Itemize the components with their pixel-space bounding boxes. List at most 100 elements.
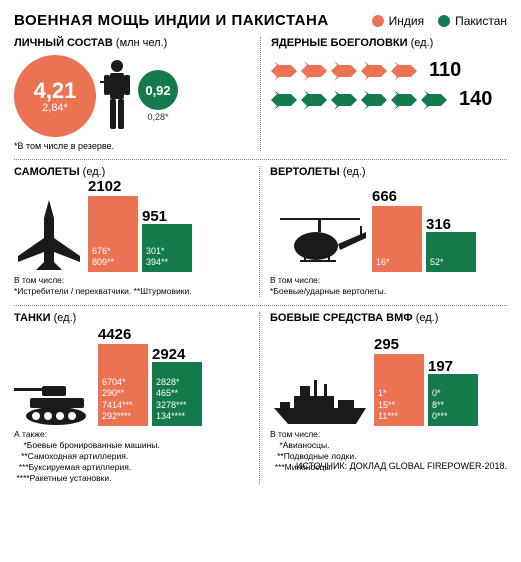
divider-2 [14,305,507,306]
pak-nuke-row: 140 [271,88,507,111]
aircraft-india-sub1: 676* [92,246,134,257]
navy-india-sub1: 1* [378,388,420,399]
tanks-pak-sub3: 3278*** [156,400,198,411]
navy-foot1: *Авианосцы. [279,440,329,450]
aircraft-pak-bar: 301* 394** [142,224,192,272]
tanks-pak-sub2: 465** [156,388,198,399]
heli-pak-val: 316 [426,216,451,233]
row-aircraft-heli: САМОЛЕТЫ (ед.) 2102 676* 809** 951 301* … [14,166,507,297]
divider-1 [14,159,507,160]
pak-personnel-sub: 0,28* [147,112,168,122]
rocket-icon [301,90,327,110]
heli-india-val: 666 [372,188,397,205]
tanks-pak-bar-wrap: 2924 2828* 465** 3278*** 134**** [152,334,202,426]
navy-india-sub2: 15** [378,400,420,411]
aircraft-pak-sub2: 394** [146,257,188,268]
tanks-india-sub3: 7414*** [102,400,144,411]
heli-title: ВЕРТОЛЕТЫ (ед.) [270,166,507,178]
navy-india-bar: 1* 15** 11*** [374,354,424,426]
legend-pakistan: Пакистан [438,14,507,28]
aircraft-india-bar: 676* 809** [88,196,138,272]
rocket-icon [361,90,387,110]
pak-personnel-val: 0,92 [145,83,170,98]
rocket-icon [391,90,417,110]
tanks-title-text: ТАНКИ [14,312,51,324]
nuclear-title-text: ЯДЕРНЫЕ БОЕГОЛОВКИ [271,37,408,49]
heli-pak-sub1: 52* [430,257,472,268]
tanks-india-sub2: 290** [102,388,144,399]
heli-foot: В том числе: *Боевые/ударные вертолеты. [270,275,507,297]
navy-india-bar-wrap: 295 1* 15** 11*** [374,338,424,426]
tanks-foot4: ****Ракетные установки. [16,473,111,483]
heli-pak-bar-wrap: 316 52* [426,204,476,272]
tanks-india-sub4: 292**** [102,411,144,422]
aircraft-foot1: *Истребители / перехватчики. **Штурмовик… [14,286,192,296]
heli-pak-bar: 52* [426,232,476,272]
tanks-foot1: *Боевые бронированные машины. [23,440,159,450]
personnel-title-text: ЛИЧНЫЙ СОСТАВ [14,37,113,49]
header: ВОЕННАЯ МОЩЬ ИНДИИ И ПАКИСТАНА Индия Пак… [14,12,507,29]
navy-india-sub3: 11*** [378,411,420,422]
tanks-foot3: ***Буксируемая артиллерия. [19,462,131,472]
personnel-unit: (млн чел.) [116,37,167,49]
tanks-pak-val: 2924 [152,346,185,363]
navy-pak-bar-wrap: 197 0* 8** 0*** [428,346,478,426]
rocket-icon [301,61,327,81]
aircraft-india-sub2: 809** [92,257,134,268]
navy-unit: (ед.) [416,312,439,324]
india-personnel-sub: 2,84* [42,102,68,114]
aircraft-pak-sub1: 301* [146,246,188,257]
heli-india-bar: 16* [372,206,422,272]
navy-india-val: 295 [374,336,399,353]
india-circle: 4,21 2,84* [14,55,96,137]
personnel-chart: 4,21 2,84* 0,92 0,28* [14,55,250,137]
heli-foot1: *Боевые/ударные вертолеты. [270,286,386,296]
legend-dot-pakistan [438,15,450,27]
rocket-icon [271,61,297,81]
pak-circle: 0,92 [138,70,178,110]
navy-pak-sub3: 0*** [432,411,474,422]
aircraft-title-text: САМОЛЕТЫ [14,166,80,178]
tanks-india-val: 4426 [98,326,131,343]
legend-dot-india [372,15,384,27]
nuclear-title: ЯДЕРНЫЕ БОЕГОЛОВКИ (ед.) [271,37,507,49]
navy-title-text: БОЕВЫЕ СРЕДСТВА ВМФ [270,312,413,324]
tanks-unit: (ед.) [54,312,77,324]
india-nuke-row: 110 [271,59,507,82]
rocket-icon [271,90,297,110]
rocket-icon [331,61,357,81]
tanks-pak-bar: 2828* 465** 3278*** 134**** [152,362,202,426]
heli-india-sub1: 16* [376,257,418,268]
tank-icon [14,380,94,426]
nuclear-chart: 110 140 [271,59,507,111]
heli-india-bar-wrap: 666 16* [372,190,422,272]
tanks-pak-sub1: 2828* [156,377,198,388]
tanks-chart: 4426 6704* 290** 7414*** 292**** 2924 28… [14,326,251,426]
ship-icon [270,376,370,426]
pak-nuke-val: 140 [459,88,492,111]
navy-pak-sub2: 8** [432,400,474,411]
navy-pak-val: 197 [428,358,453,375]
aircraft-title: САМОЛЕТЫ (ед.) [14,166,251,178]
legend-india: Индия [372,14,424,28]
tanks-india-bar: 6704* 290** 7414*** 292**** [98,344,148,426]
tanks-pak-sub4: 134**** [156,411,198,422]
aircraft-foot-lbl: В том числе: [14,275,64,285]
aircraft-foot: В том числе: *Истребители / перехватчики… [14,275,251,297]
heli-foot-lbl: В том числе: [270,275,320,285]
jet-icon [14,200,84,272]
heli-chart: 666 16* 316 52* [270,180,507,272]
rocket-icon [391,61,417,81]
navy-pak-bar: 0* 8** 0*** [428,374,478,426]
tanks-foot-lbl: А также: [14,429,47,439]
india-nuke-val: 110 [429,59,461,82]
rocket-icon [331,90,357,110]
tanks-india-sub1: 6704* [102,377,144,388]
heli-block: ВЕРТОЛЕТЫ (ед.) 666 16* [260,166,507,297]
personnel-title: ЛИЧНЫЙ СОСТАВ (млн чел.) [14,37,250,49]
aircraft-unit: (ед.) [83,166,106,178]
navy-block: БОЕВЫЕ СРЕДСТВА ВМФ (ед.) 295 1* [260,312,507,484]
navy-foot-lbl: В том числе: [270,429,320,439]
aircraft-block: САМОЛЕТЫ (ед.) 2102 676* 809** 951 301* … [14,166,260,297]
source-text: ИСТОЧНИК: ДОКЛАД GLOBAL FIREPOWER-2018. [270,461,507,471]
